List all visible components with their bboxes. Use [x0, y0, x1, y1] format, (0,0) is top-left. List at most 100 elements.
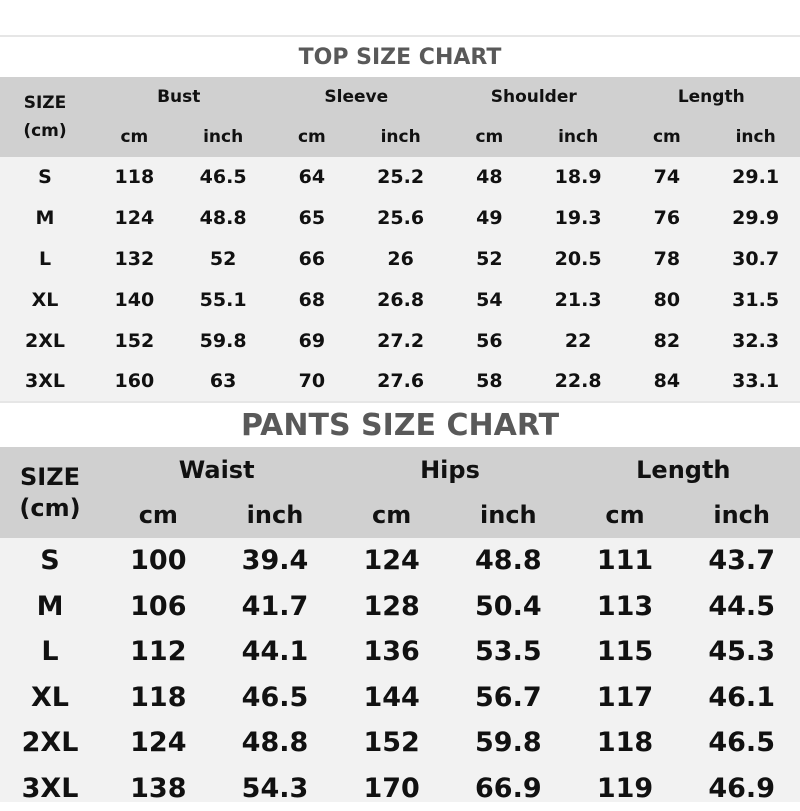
value-cell: 56 — [445, 320, 534, 361]
value-cell: 68 — [268, 279, 357, 320]
value-cell: 58 — [445, 361, 534, 402]
value-cell: 78 — [623, 239, 712, 280]
value-cell: 54 — [445, 279, 534, 320]
value-cell: 117 — [567, 675, 684, 721]
value-cell: 53.5 — [450, 629, 567, 675]
value-cell: 46.1 — [683, 675, 800, 721]
value-cell: 144 — [333, 675, 450, 721]
unit-header: cm — [333, 493, 450, 539]
value-cell: 112 — [100, 629, 217, 675]
size-cell: 2XL — [0, 320, 90, 361]
value-cell: 69 — [268, 320, 357, 361]
value-cell: 152 — [90, 320, 179, 361]
value-cell: 19.3 — [534, 198, 623, 239]
size-cell: L — [0, 629, 100, 675]
value-cell: 59.8 — [450, 720, 567, 766]
value-cell: 44.1 — [217, 629, 334, 675]
size-cell: XL — [0, 279, 90, 320]
pants-chart-title: PANTS SIZE CHART — [0, 403, 800, 447]
value-cell: 26 — [356, 239, 445, 280]
value-cell: 39.4 — [217, 538, 334, 584]
value-cell: 27.6 — [356, 361, 445, 402]
value-cell: 136 — [333, 629, 450, 675]
value-cell: 48 — [445, 157, 534, 198]
value-cell: 64 — [268, 157, 357, 198]
value-cell: 118 — [90, 157, 179, 198]
value-cell: 33.1 — [711, 361, 800, 402]
value-cell: 76 — [623, 198, 712, 239]
value-cell: 80 — [623, 279, 712, 320]
value-cell: 106 — [100, 584, 217, 630]
group-header-sleeve: Sleeve — [268, 77, 446, 117]
value-cell: 55.1 — [179, 279, 268, 320]
size-header-label: SIZE — [0, 461, 100, 493]
unit-header: inch — [534, 117, 623, 157]
value-cell: 119 — [567, 766, 684, 811]
group-header-bust: Bust — [90, 77, 268, 117]
unit-header: inch — [356, 117, 445, 157]
value-cell: 118 — [100, 675, 217, 721]
value-cell: 21.3 — [534, 279, 623, 320]
value-cell: 66.9 — [450, 766, 567, 811]
value-cell: 44.5 — [683, 584, 800, 630]
size-cell: 2XL — [0, 720, 100, 766]
size-cell: 3XL — [0, 361, 90, 402]
value-cell: 26.8 — [356, 279, 445, 320]
value-cell: 48.8 — [179, 198, 268, 239]
value-cell: 111 — [567, 538, 684, 584]
unit-header: inch — [179, 117, 268, 157]
value-cell: 170 — [333, 766, 450, 811]
size-cell: M — [0, 584, 100, 630]
value-cell: 46.9 — [683, 766, 800, 811]
value-cell: 118 — [567, 720, 684, 766]
value-cell: 84 — [623, 361, 712, 402]
group-header-shoulder: Shoulder — [445, 77, 623, 117]
unit-header: inch — [711, 117, 800, 157]
value-cell: 46.5 — [683, 720, 800, 766]
value-cell: 41.7 — [217, 584, 334, 630]
value-cell: 160 — [90, 361, 179, 402]
value-cell: 138 — [100, 766, 217, 811]
value-cell: 50.4 — [450, 584, 567, 630]
value-cell: 22.8 — [534, 361, 623, 402]
group-header-length: Length — [567, 447, 800, 493]
value-cell: 124 — [90, 198, 179, 239]
group-header-waist: Waist — [100, 447, 333, 493]
unit-header: inch — [683, 493, 800, 539]
value-cell: 46.5 — [179, 157, 268, 198]
value-cell: 74 — [623, 157, 712, 198]
value-cell: 152 — [333, 720, 450, 766]
unit-header: cm — [623, 117, 712, 157]
value-cell: 18.9 — [534, 157, 623, 198]
size-cell: L — [0, 239, 90, 280]
group-header-length: Length — [623, 77, 800, 117]
size-header-unit: (cm) — [0, 117, 90, 145]
top-chart-title: TOP SIZE CHART — [0, 37, 800, 77]
unit-header: cm — [567, 493, 684, 539]
value-cell: 29.1 — [711, 157, 800, 198]
value-cell: 82 — [623, 320, 712, 361]
group-header-hips: Hips — [333, 447, 566, 493]
value-cell: 128 — [333, 584, 450, 630]
value-cell: 113 — [567, 584, 684, 630]
size-cell: S — [0, 538, 100, 584]
size-cell: 3XL — [0, 766, 100, 811]
value-cell: 66 — [268, 239, 357, 280]
value-cell: 43.7 — [683, 538, 800, 584]
value-cell: 46.5 — [217, 675, 334, 721]
